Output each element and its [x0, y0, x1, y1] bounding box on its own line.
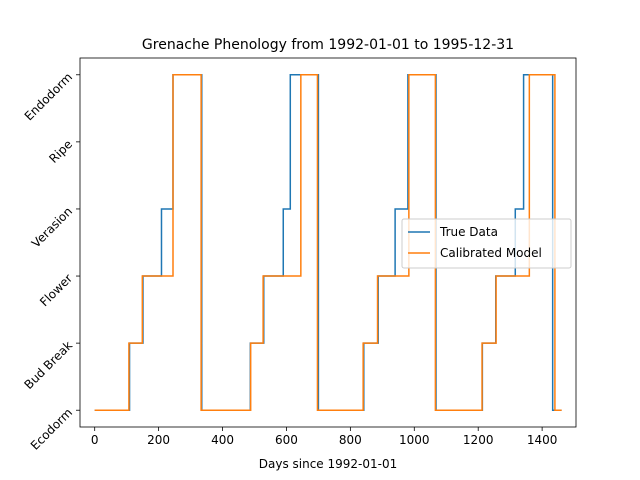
x-tick-label: 400: [211, 433, 234, 447]
y-tick-label: Bud Break: [21, 338, 75, 392]
x-tick-label: 800: [339, 433, 362, 447]
legend-label-1: Calibrated Model: [440, 246, 542, 260]
legend-label-0: True Data: [439, 225, 498, 239]
y-tick-label: Ripe: [46, 137, 75, 166]
x-tick-label: 1200: [463, 433, 494, 447]
x-tick-label: 200: [147, 433, 170, 447]
chart-title: Grenache Phenology from 1992-01-01 to 19…: [142, 37, 514, 53]
series-line-1: [94, 74, 562, 411]
x-tick-label: 0: [91, 433, 99, 447]
x-tick-label: 600: [275, 433, 298, 447]
x-tick-label: 1400: [527, 433, 558, 447]
y-tick-label: Verasion: [29, 204, 75, 250]
x-tick-label: 1000: [399, 433, 430, 447]
y-tick-label: Endodorm: [22, 70, 75, 123]
legend: True Data Calibrated Model: [401, 218, 572, 269]
y-tick-label: Ecodorm: [28, 405, 75, 452]
y-tick-label: Flower: [37, 271, 75, 309]
x-axis-label: Days since 1992-01-01: [259, 457, 398, 471]
plot-frame: [79, 57, 577, 428]
legend-box: [401, 218, 572, 269]
